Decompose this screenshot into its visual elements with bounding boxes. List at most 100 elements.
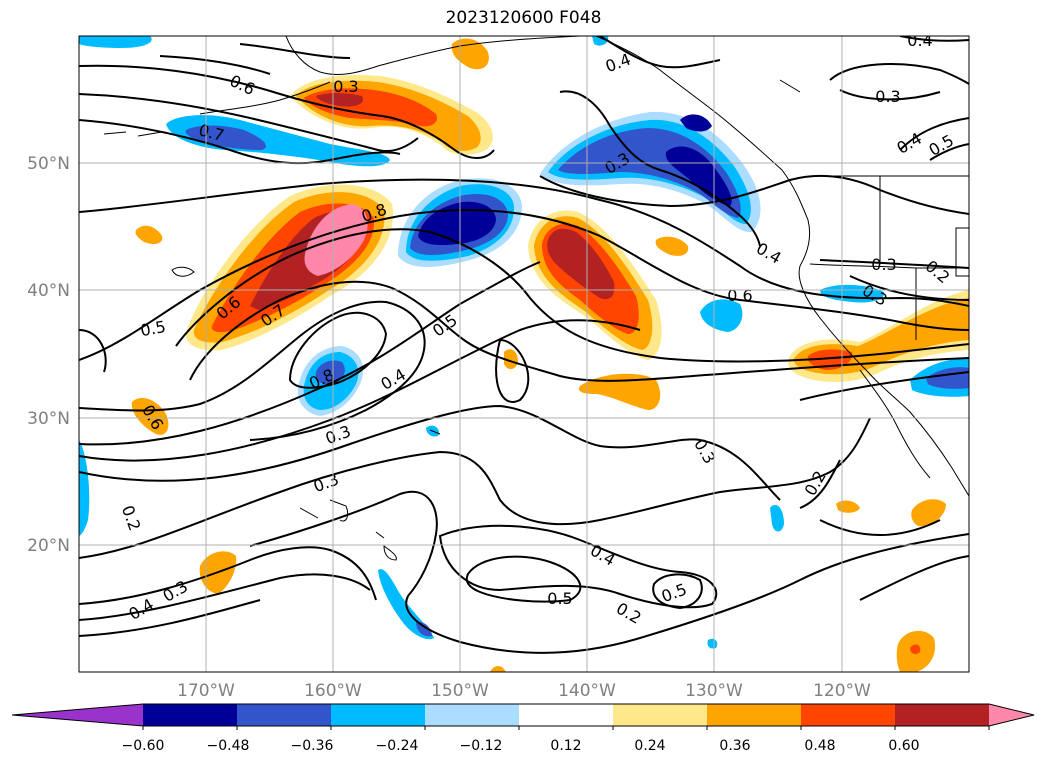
colorbar-segments	[12, 704, 1034, 726]
colorbar-tick-label: 0.12	[550, 738, 581, 754]
colorbar-tick-label: 0.48	[804, 738, 835, 754]
contour-line	[859, 555, 969, 601]
colorbar-tick-label: −0.24	[376, 738, 419, 754]
colorbar-segment	[237, 704, 332, 726]
contour-line	[79, 573, 371, 621]
contour-line	[799, 371, 969, 401]
colorbar-tick-labels: −0.60 −0.48 −0.36 −0.24 −0.12 0.12 0.24 …	[122, 738, 920, 754]
contour-label: 0.6	[727, 286, 752, 305]
contour-line	[539, 174, 969, 215]
colorbar-segment	[895, 704, 990, 726]
contour-line	[559, 90, 761, 247]
colorbar-tick-label: 0.60	[888, 738, 919, 754]
contour-line	[79, 64, 495, 159]
contour-line	[929, 143, 969, 161]
lat-tick-label: 20°N	[27, 536, 70, 556]
contour-line	[819, 519, 941, 536]
colorbar-segment	[519, 704, 614, 726]
negative-anomaly-region	[315, 360, 345, 385]
contour-line	[495, 338, 530, 403]
positive-anomaly-region	[911, 499, 946, 527]
lat-tick-label: 30°N	[27, 409, 70, 429]
contour-line	[839, 89, 941, 101]
contour-line	[652, 573, 703, 610]
contour-line	[79, 319, 641, 462]
positive-anomaly-region	[910, 644, 921, 655]
border-line	[955, 227, 969, 277]
contour-line	[79, 329, 107, 373]
contour-label: 0.3	[875, 87, 900, 106]
contour-line	[79, 300, 426, 441]
colorbar-tick-label: −0.36	[291, 738, 334, 754]
positive-anomaly-region	[578, 373, 661, 410]
contour-line	[79, 404, 781, 501]
negative-anomaly-region	[707, 638, 718, 649]
contour-line	[159, 55, 271, 75]
contour-line	[799, 459, 841, 509]
contour-line	[79, 546, 377, 605]
contour-line	[438, 524, 718, 609]
negative-anomaly-region	[700, 299, 743, 332]
lat-tick-label: 50°N	[27, 154, 70, 174]
colorbar-tick-label: −0.48	[207, 738, 250, 754]
colorbar-tick-label: 0.24	[634, 738, 665, 754]
contour-line	[79, 599, 261, 637]
contour-label: 0.4	[907, 31, 932, 50]
map-border	[78, 35, 970, 673]
contour-line	[79, 119, 401, 165]
positive-anomaly-region	[490, 666, 506, 672]
negative-anomaly-region	[665, 146, 732, 206]
colorbar-extend-high	[989, 704, 1034, 726]
colorbar-extend-low	[12, 704, 143, 726]
longitude-ticks: 170°W 160°W 150°W 140°W 130°W 120°W	[177, 681, 871, 701]
colorbar-segment	[143, 704, 238, 726]
border-line	[808, 175, 969, 340]
negative-anomaly-region	[79, 36, 152, 48]
positive-anomaly-region	[316, 93, 363, 107]
colorbar-tick-label: 0.36	[719, 738, 750, 754]
contour-line	[79, 178, 969, 307]
contour-line	[599, 36, 721, 69]
contour-label: 0.5	[139, 317, 167, 340]
colorbar-ticks	[142, 726, 990, 730]
positive-anomaly-region	[655, 236, 689, 256]
positive-anomaly-region	[504, 349, 518, 370]
negative-anomaly-region	[416, 621, 432, 637]
lon-tick-label: 170°W	[177, 681, 235, 701]
coastline	[171, 266, 195, 277]
coastline	[299, 499, 397, 561]
colorbar: −0.60 −0.48 −0.36 −0.24 −0.12 0.12 0.24 …	[11, 703, 1035, 754]
lon-tick-label: 140°W	[558, 681, 616, 701]
negative-anomaly-region	[79, 440, 90, 536]
negative-anomaly-region	[770, 504, 784, 532]
gridlines	[79, 36, 969, 672]
coastline	[103, 131, 163, 137]
colorbar-segment	[331, 704, 426, 726]
colorbar-segment	[425, 704, 520, 726]
contour-line	[79, 93, 419, 152]
contour-line	[819, 259, 969, 269]
lon-tick-label: 120°W	[813, 681, 871, 701]
contour-line	[465, 555, 582, 603]
contour-line	[849, 275, 969, 301]
lon-tick-label: 160°W	[304, 681, 362, 701]
contour-label: 0.3	[333, 77, 358, 96]
lat-tick-label: 40°N	[27, 281, 70, 301]
colorbar-segment	[707, 704, 802, 726]
contour-line	[189, 280, 969, 382]
latitude-ticks: 50°N 40°N 30°N 20°N	[27, 154, 70, 556]
positive-anomaly-region	[135, 225, 163, 244]
lon-tick-label: 130°W	[685, 681, 743, 701]
contour-line	[829, 63, 969, 85]
negative-anomaly-region	[680, 114, 712, 132]
contour-line	[899, 117, 969, 151]
coastline	[285, 36, 581, 75]
coastline	[859, 369, 931, 479]
contour-line	[175, 228, 969, 363]
contour-line	[79, 261, 541, 446]
coastline	[595, 36, 969, 497]
map-title: 2023120600 F048	[445, 8, 602, 28]
contour-label: 0.5	[547, 589, 572, 608]
positive-anomaly-region	[131, 398, 169, 435]
contour-label: 0.3	[871, 255, 896, 274]
